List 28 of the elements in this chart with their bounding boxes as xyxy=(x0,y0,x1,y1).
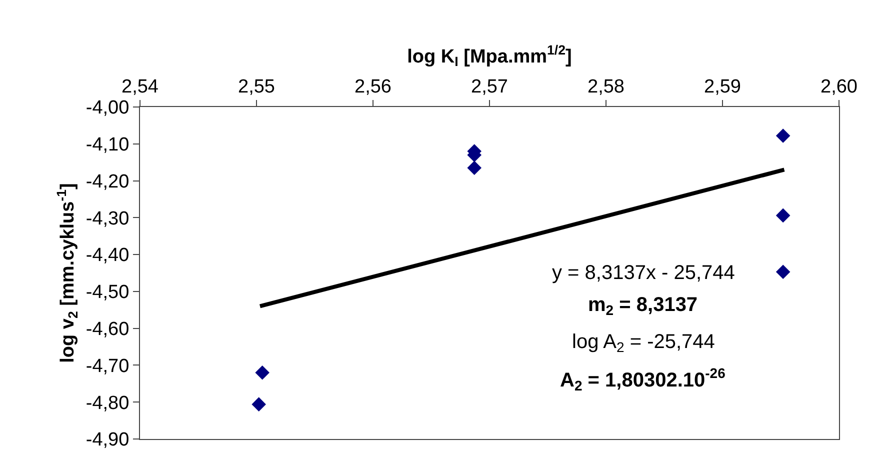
point xyxy=(467,160,482,176)
y-tick-label: -4,70 xyxy=(86,356,130,377)
y-tick-label: -4,90 xyxy=(86,430,130,451)
x-tick-label: 2,57 xyxy=(471,76,508,98)
x-tick-label: 2,60 xyxy=(820,76,858,98)
point xyxy=(252,397,266,412)
point xyxy=(776,128,790,143)
y-tick-label: -4,10 xyxy=(86,134,130,156)
y-tick-label: -4,30 xyxy=(86,208,130,230)
annotation: log A$_{2}$ = -25,744 xyxy=(572,331,715,356)
x-tick-label: 2,59 xyxy=(704,76,741,98)
x-tick-label: 2,56 xyxy=(354,76,392,98)
y-tick-label: -4,00 xyxy=(86,98,130,119)
point xyxy=(255,365,270,380)
point xyxy=(776,208,790,223)
y-tick-label: -4,20 xyxy=(86,171,130,192)
y-tick-label: -4,80 xyxy=(86,392,130,414)
annotation: A$_{2}$ = 1,80302.10$^{-26}$ xyxy=(560,365,726,394)
y-tick-label: -4,40 xyxy=(86,245,130,266)
point xyxy=(776,264,790,280)
annotation: y = 8,3137x - 25,744 xyxy=(552,262,735,284)
y-tick-label: -4,50 xyxy=(86,282,130,304)
x-tick-label: 2,54 xyxy=(122,76,159,98)
x-axis-title: log K$_{I}$ [Mpa.mm$^{1/2}$] xyxy=(407,42,572,70)
x-tick-label: 2,55 xyxy=(238,76,275,98)
x-tick-label: 2,58 xyxy=(588,76,624,98)
y-tick-label: -4,60 xyxy=(86,318,130,340)
annotation: m$_{2}$ = 8,3137 xyxy=(588,294,698,318)
